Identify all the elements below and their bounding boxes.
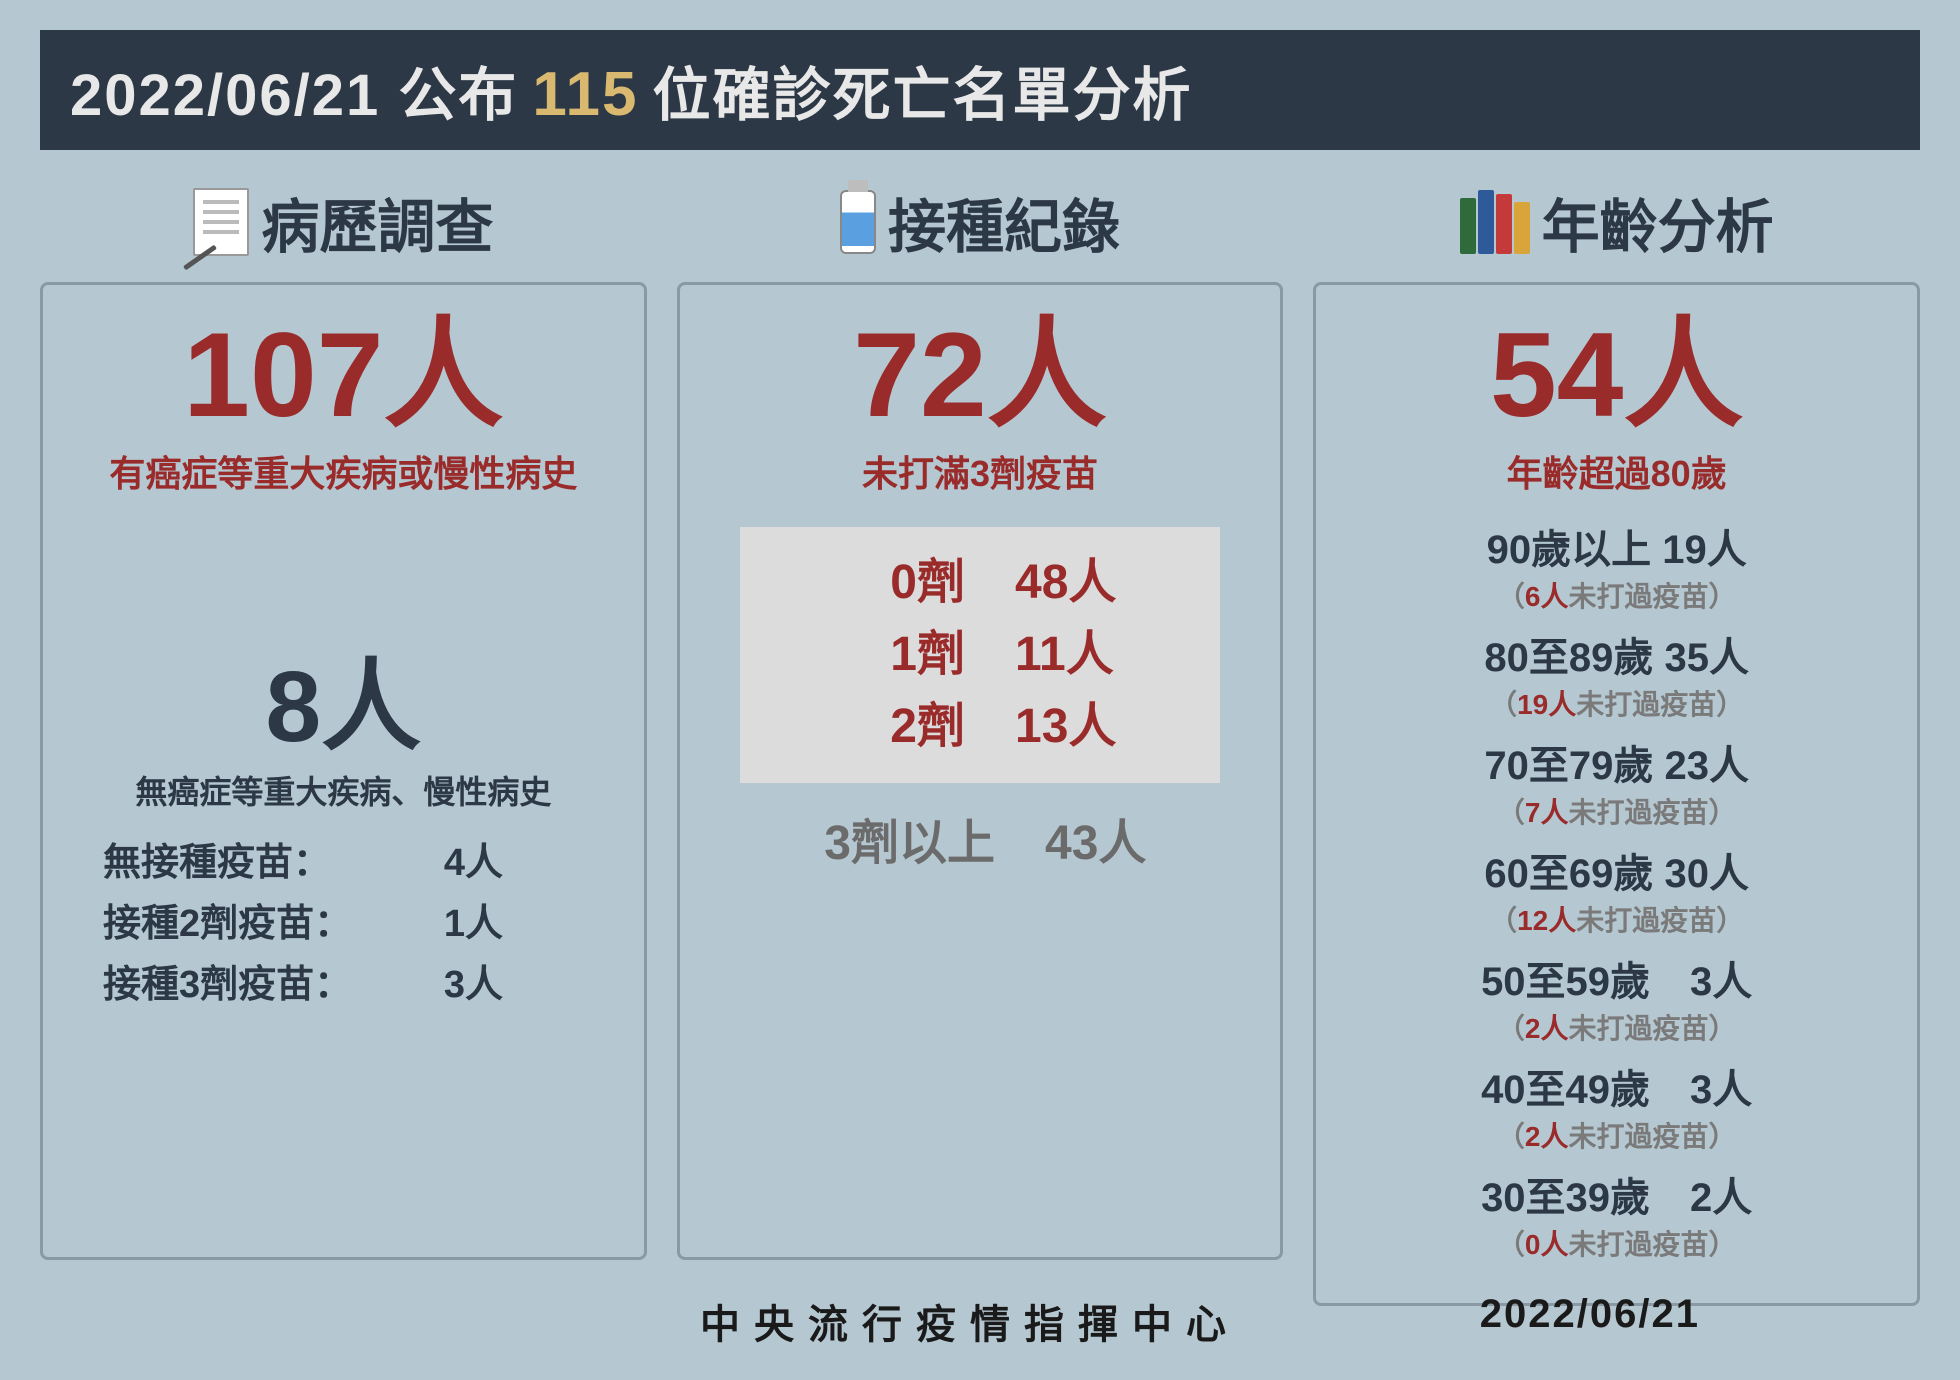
col-history-header: 病歷調查	[40, 180, 647, 264]
age-sub-rest: 未打過疫苗	[1568, 1013, 1708, 1044]
age-sub-red: 7人	[1525, 797, 1569, 828]
age-main: 50至59歲 3人	[1336, 949, 1897, 1007]
age-sub-rest: 未打過疫苗	[1568, 1229, 1708, 1260]
age-sub: （12人未打過疫苗）	[1336, 899, 1897, 939]
age-main: 70至79歲 23人	[1336, 733, 1897, 791]
age-sub: （7人未打過疫苗）	[1336, 791, 1897, 831]
age-item: 90歲以上 19人 （6人未打過疫苗）	[1336, 517, 1897, 615]
document-icon	[193, 188, 249, 256]
age-sub: （2人未打過疫苗）	[1336, 1115, 1897, 1155]
dose-label: 0劑	[815, 547, 965, 619]
age-sub-rest: 未打過疫苗	[1576, 689, 1716, 720]
dose-row: 1劑 11人	[740, 619, 1221, 691]
col-history: 病歷調查 107人 有癌症等重大疾病或慢性病史 8人 無癌症等重大疾病、慢性病史…	[40, 180, 647, 1260]
age-sub-red: 2人	[1525, 1121, 1569, 1152]
title-count: 115	[532, 59, 638, 130]
dose-row: 2劑 13人	[740, 691, 1221, 763]
age-item: 60至69歲 30人 （12人未打過疫苗）	[1336, 841, 1897, 939]
age-main: 60至69歲 30人	[1336, 841, 1897, 899]
history-sec-num: 8人	[63, 657, 624, 757]
col-age-header: 年齡分析	[1313, 180, 1920, 264]
dose-val: 11人	[1015, 619, 1145, 691]
history-sec-sub: 無癌症等重大疾病、慢性病史	[63, 767, 624, 813]
col-age-body: 54人 年齡超過80歲 90歲以上 19人 （6人未打過疫苗） 80至89歲 3…	[1313, 282, 1920, 1306]
history-line-label: 接種3劑疫苗：	[103, 955, 383, 1016]
history-line-label: 無接種疫苗：	[103, 833, 383, 894]
age-sub: （6人未打過疫苗）	[1336, 575, 1897, 615]
title-prefix: 2022/06/21 公布	[70, 48, 518, 132]
dose-box: 0劑 48人 1劑 11人 2劑 13人	[740, 527, 1221, 783]
age-item: 30至39歲 2人 （0人未打過疫苗）	[1336, 1165, 1897, 1263]
col-age-title: 年齡分析	[1542, 180, 1774, 264]
history-line-label: 接種2劑疫苗：	[103, 894, 383, 955]
age-big-stat: 54人 年齡超過80歲	[1336, 315, 1897, 497]
age-main: 90歲以上 19人	[1336, 517, 1897, 575]
age-sub-red: 6人	[1525, 581, 1569, 612]
col-vaccine-title: 接種紀錄	[888, 180, 1120, 264]
age-sub-rest: 未打過疫苗	[1576, 905, 1716, 936]
dose-label: 2劑	[815, 691, 965, 763]
history-line: 無接種疫苗： 4人	[103, 833, 624, 894]
vaccine-big-stat: 72人 未打滿3劑疫苗	[700, 315, 1261, 497]
age-list: 90歲以上 19人 （6人未打過疫苗） 80至89歲 35人 （19人未打過疫苗…	[1336, 517, 1897, 1273]
history-big-num: 107人	[63, 315, 624, 435]
age-item: 70至79歲 23人 （7人未打過疫苗）	[1336, 733, 1897, 831]
dose-out-label: 3劑以上	[785, 803, 995, 873]
age-sub: （19人未打過疫苗）	[1336, 683, 1897, 723]
age-sub-red: 0人	[1525, 1229, 1569, 1260]
dose-out-val: 43人	[1045, 803, 1175, 873]
age-main: 40至49歲 3人	[1336, 1057, 1897, 1115]
dose-val: 13人	[1015, 691, 1145, 763]
col-vaccine-header: 接種紀錄	[677, 180, 1284, 264]
age-sub-rest: 未打過疫苗	[1568, 1121, 1708, 1152]
dose-val: 48人	[1015, 547, 1145, 619]
history-big-sub: 有癌症等重大疾病或慢性病史	[63, 445, 624, 497]
col-history-title: 病歷調查	[261, 180, 493, 264]
title-bar: 2022/06/21 公布 115 位確診死亡名單分析	[40, 30, 1920, 150]
footer-date: 2022/06/21	[1480, 1292, 1700, 1350]
history-line: 接種2劑疫苗： 1人	[103, 894, 624, 955]
history-line-val: 3人	[383, 955, 503, 1016]
footer: 中央流行疫情指揮中心 2022/06/21	[0, 1292, 1960, 1350]
history-sec-stat: 8人 無癌症等重大疾病、慢性病史	[63, 657, 624, 813]
col-vaccine-body: 72人 未打滿3劑疫苗 0劑 48人 1劑 11人 2劑 13人 3劑以上	[677, 282, 1284, 1260]
vaccine-big-num: 72人	[700, 315, 1261, 435]
books-icon	[1460, 190, 1530, 254]
dose-row-out: 3劑以上 43人	[700, 803, 1261, 873]
vaccine-big-sub: 未打滿3劑疫苗	[700, 445, 1261, 497]
age-big-num: 54人	[1336, 315, 1897, 435]
history-lines: 無接種疫苗： 4人 接種2劑疫苗： 1人 接種3劑疫苗： 3人	[63, 833, 624, 1015]
age-sub-red: 12人	[1517, 905, 1576, 936]
col-history-body: 107人 有癌症等重大疾病或慢性病史 8人 無癌症等重大疾病、慢性病史 無接種疫…	[40, 282, 647, 1260]
age-big-sub: 年齡超過80歲	[1336, 445, 1897, 497]
dose-row: 0劑 48人	[740, 547, 1221, 619]
history-big-stat: 107人 有癌症等重大疾病或慢性病史	[63, 315, 624, 497]
age-sub-red: 2人	[1525, 1013, 1569, 1044]
age-item: 50至59歲 3人 （2人未打過疫苗）	[1336, 949, 1897, 1047]
columns-container: 病歷調查 107人 有癌症等重大疾病或慢性病史 8人 無癌症等重大疾病、慢性病史…	[40, 180, 1920, 1260]
age-main: 80至89歲 35人	[1336, 625, 1897, 683]
history-line: 接種3劑疫苗： 3人	[103, 955, 624, 1016]
vial-icon	[840, 190, 876, 254]
age-item: 40至49歲 3人 （2人未打過疫苗）	[1336, 1057, 1897, 1155]
col-vaccine: 接種紀錄 72人 未打滿3劑疫苗 0劑 48人 1劑 11人 2劑 13人	[677, 180, 1284, 1260]
title-suffix: 位確診死亡名單分析	[652, 48, 1192, 132]
dose-label: 1劑	[815, 619, 965, 691]
age-sub: （0人未打過疫苗）	[1336, 1223, 1897, 1263]
col-age: 年齡分析 54人 年齡超過80歲 90歲以上 19人 （6人未打過疫苗） 80至…	[1313, 180, 1920, 1260]
history-line-val: 4人	[383, 833, 503, 894]
age-item: 80至89歲 35人 （19人未打過疫苗）	[1336, 625, 1897, 723]
age-main: 30至39歲 2人	[1336, 1165, 1897, 1223]
age-sub-red: 19人	[1517, 689, 1576, 720]
age-sub-rest: 未打過疫苗	[1568, 797, 1708, 828]
history-line-val: 1人	[383, 894, 503, 955]
footer-org: 中央流行疫情指揮中心	[700, 1292, 1240, 1350]
age-sub-rest: 未打過疫苗	[1568, 581, 1708, 612]
age-sub: （2人未打過疫苗）	[1336, 1007, 1897, 1047]
